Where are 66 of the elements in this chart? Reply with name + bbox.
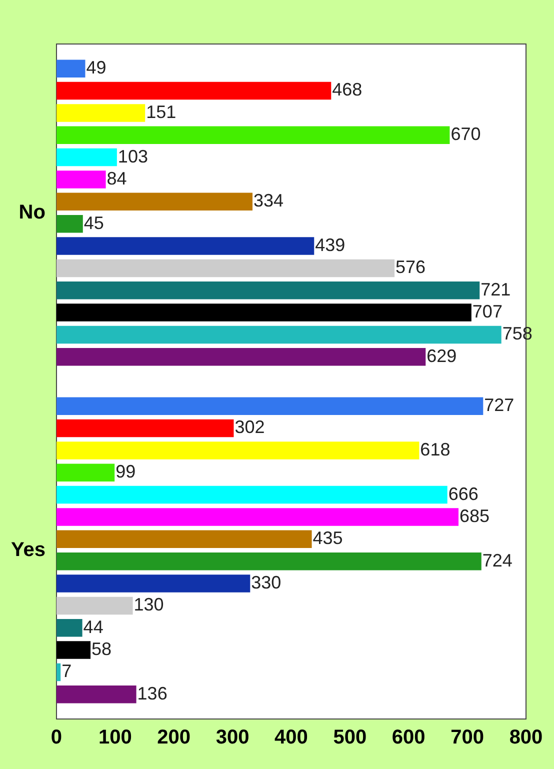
x-tick-label: 800 (509, 726, 543, 749)
bar (56, 60, 86, 78)
bar (56, 574, 250, 592)
x-tick-label: 500 (333, 726, 367, 749)
bar (56, 170, 106, 188)
data-label: 84 (106, 168, 127, 188)
data-label: 330 (251, 572, 282, 592)
data-label: 629 (426, 346, 457, 366)
bar (56, 663, 61, 682)
y-tick-label: No (18, 201, 46, 224)
data-label: 7 (62, 661, 72, 682)
data-label: 151 (146, 102, 176, 122)
data-label: 724 (482, 550, 512, 570)
x-tick-label: 0 (50, 726, 62, 749)
data-label: 707 (472, 302, 502, 322)
data-label: 727 (484, 395, 514, 416)
bar (56, 282, 480, 300)
data-label: 670 (450, 124, 481, 144)
data-label: 334 (254, 190, 284, 211)
bar (56, 552, 482, 570)
bar (56, 508, 459, 526)
data-label: 439 (315, 234, 346, 255)
x-tick-label: 300 (216, 726, 250, 749)
data-label: 685 (460, 506, 490, 526)
bar (56, 237, 314, 255)
bar (56, 104, 146, 122)
x-tick-label: 100 (98, 726, 132, 749)
bar (56, 148, 117, 166)
data-label: 468 (332, 80, 362, 100)
data-label: 45 (84, 212, 104, 233)
bar (56, 126, 450, 144)
x-tick-label: 600 (392, 726, 426, 749)
bar (56, 486, 448, 504)
bar (56, 464, 115, 482)
data-label: 435 (312, 528, 343, 548)
y-tick-label: Yes (11, 538, 46, 561)
bar (56, 214, 83, 233)
bar (56, 326, 502, 344)
x-tick-label: 400 (274, 726, 308, 749)
bar (56, 686, 136, 704)
x-tick-label: 200 (157, 726, 191, 749)
data-label: 44 (83, 616, 104, 637)
data-label: 721 (480, 279, 511, 300)
bar (56, 82, 332, 100)
data-label: 576 (396, 257, 426, 278)
bar (56, 442, 420, 460)
bar (56, 304, 472, 322)
data-label: 302 (234, 417, 265, 438)
data-label: 49 (86, 58, 106, 78)
bar (56, 192, 253, 211)
data-label: 58 (92, 639, 112, 660)
bar (56, 419, 234, 438)
bar (56, 348, 426, 366)
bar (56, 641, 91, 659)
bar (56, 397, 484, 415)
data-label: 666 (448, 484, 478, 504)
bar (56, 596, 133, 615)
x-tick-label: 700 (450, 726, 484, 749)
bar (56, 619, 82, 637)
data-label: 618 (420, 439, 450, 460)
data-label: 136 (137, 683, 168, 704)
bar (56, 259, 395, 278)
data-label: 99 (116, 462, 136, 482)
data-label: 130 (134, 594, 164, 615)
bar (56, 530, 312, 548)
data-label: 103 (118, 146, 148, 166)
